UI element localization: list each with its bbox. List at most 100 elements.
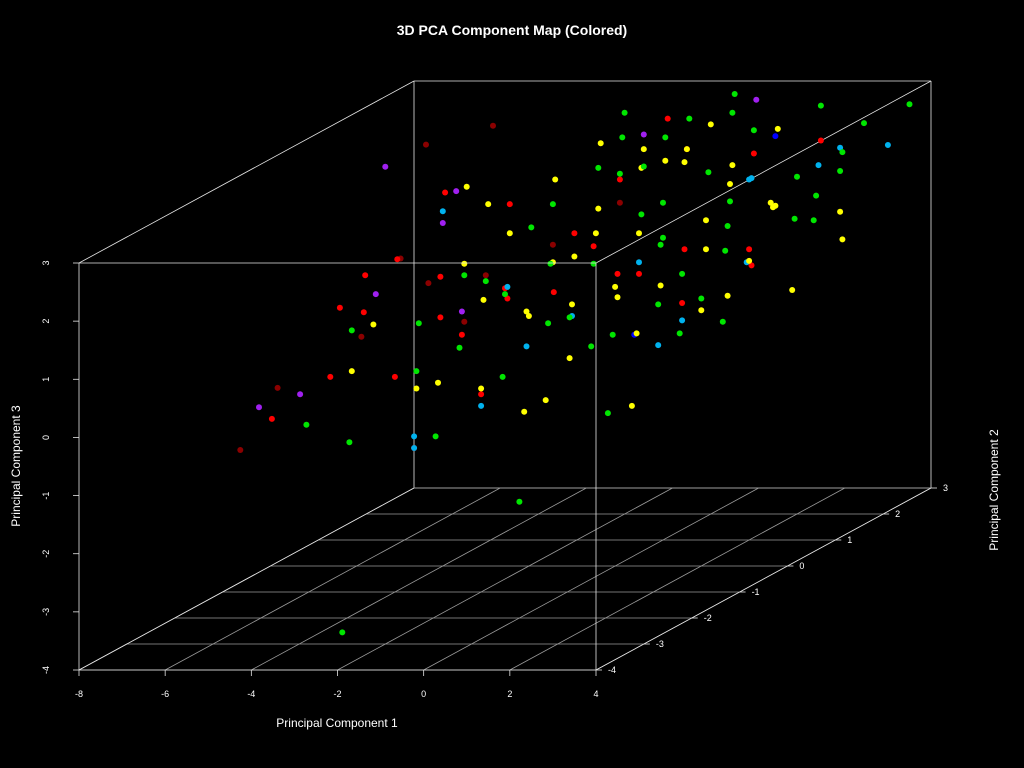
data-point: [724, 292, 731, 299]
data-point: [504, 283, 511, 290]
data-point: [274, 384, 281, 391]
data-point: [523, 343, 530, 350]
data-point: [432, 433, 439, 440]
box-edge: [595, 80, 932, 264]
data-point: [640, 146, 647, 153]
data-point: [636, 270, 642, 277]
y-axis-ticks: -4 -3 -2 -1 0 1 2 3: [596, 483, 948, 675]
data-point: [478, 391, 485, 398]
data-point: [237, 447, 244, 453]
data-point: [521, 408, 528, 415]
data-point: [837, 144, 844, 151]
grid-line-x: [337, 487, 673, 671]
grid-line-x: [164, 487, 501, 671]
data-point: [719, 318, 726, 325]
data-point: [703, 217, 709, 224]
x-tick-label: -8: [75, 689, 83, 699]
data-point: [411, 433, 418, 440]
data-point: [437, 314, 444, 321]
data-point: [506, 230, 513, 237]
y-tick-label: 1: [847, 535, 852, 545]
data-point: [772, 202, 779, 209]
data-point: [817, 137, 824, 144]
data-point: [256, 404, 262, 411]
data-point: [571, 230, 578, 237]
x-axis-ticks: -8 -6 -4 -2 0 2 4: [75, 670, 599, 699]
data-point: [676, 330, 683, 337]
data-point: [662, 134, 669, 141]
y-tick-label: -3: [656, 639, 664, 649]
data-point: [774, 125, 781, 132]
data-point: [523, 308, 530, 315]
data-point: [549, 201, 556, 208]
data-point: [810, 217, 817, 224]
scatter-points: [237, 91, 913, 636]
x-axis-title: Principal Component 1: [276, 716, 398, 730]
data-point: [698, 295, 705, 302]
data-point: [705, 169, 712, 176]
data-point: [348, 327, 355, 334]
z-tick-label: 2: [41, 319, 51, 324]
data-point: [698, 307, 705, 314]
data-point: [552, 176, 559, 183]
z-tick-label: 1: [41, 377, 51, 382]
data-point: [729, 109, 736, 116]
data-point: [683, 146, 690, 153]
x-tick-label: 4: [593, 689, 598, 699]
data-point: [660, 234, 666, 241]
z-tick-label: -3: [41, 608, 51, 616]
data-point: [791, 215, 798, 222]
data-point: [482, 278, 489, 285]
data-point: [391, 373, 398, 380]
z-tick-label: -4: [41, 666, 51, 674]
box-edge: [595, 487, 932, 671]
data-point: [485, 201, 492, 208]
data-point: [525, 313, 532, 319]
z-tick-label: -2: [41, 550, 51, 558]
data-point: [746, 246, 753, 253]
data-point: [478, 402, 485, 409]
data-point: [616, 176, 623, 183]
plot-box-back-edges: [78, 80, 932, 489]
data-point: [458, 308, 465, 315]
data-point: [657, 241, 664, 248]
data-point: [655, 301, 662, 308]
data-point: [597, 140, 604, 147]
data-point: [394, 256, 401, 263]
data-point: [297, 391, 304, 398]
data-point: [817, 102, 824, 109]
data-point: [480, 296, 487, 303]
data-point: [549, 241, 556, 248]
data-point: [729, 162, 736, 169]
data-point: [727, 198, 733, 205]
data-point: [490, 122, 496, 129]
plot-box-front-edges: [78, 262, 932, 671]
data-point: [550, 289, 557, 296]
data-point: [348, 368, 355, 375]
data-point: [506, 201, 513, 208]
data-point: [681, 159, 688, 166]
data-point: [372, 291, 379, 298]
data-point: [614, 294, 621, 301]
data-point: [268, 415, 275, 422]
data-point: [588, 343, 595, 350]
z-tick-label: 0: [41, 435, 51, 440]
data-point: [731, 91, 738, 97]
data-point: [545, 320, 552, 327]
data-point: [746, 257, 753, 264]
data-point: [566, 314, 573, 321]
data-point: [604, 410, 611, 417]
box-edge: [78, 487, 415, 671]
data-point: [609, 331, 616, 338]
data-point: [413, 368, 420, 375]
data-point: [616, 199, 623, 206]
data-point: [707, 121, 714, 128]
data-point: [861, 120, 867, 127]
data-point: [662, 157, 669, 164]
data-point: [516, 498, 523, 505]
data-point: [435, 379, 441, 386]
data-point: [619, 134, 626, 141]
data-point: [569, 301, 575, 308]
data-point: [794, 173, 800, 180]
chart-title: 3D PCA Component Map (Colored): [397, 22, 627, 38]
